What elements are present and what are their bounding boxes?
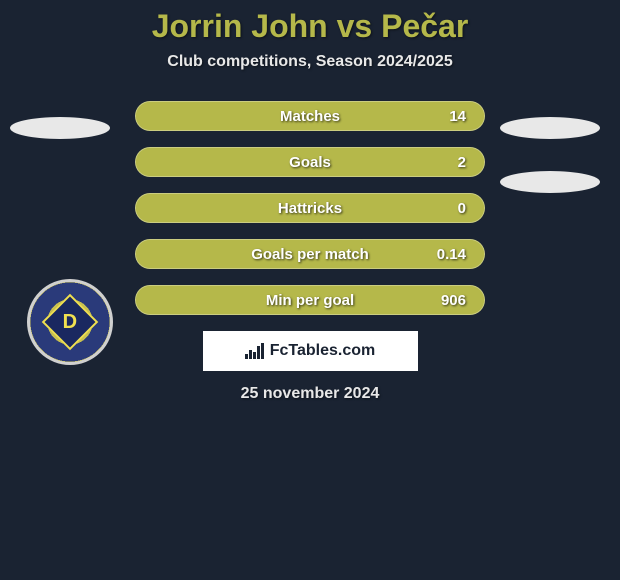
stat-label: Goals: [194, 154, 426, 171]
stat-row: Matches14: [0, 101, 620, 131]
stat-bar: Matches14: [135, 101, 485, 131]
stat-label: Matches: [194, 108, 426, 125]
stat-bar: Goals per match0.14: [135, 239, 485, 269]
stats-container: D Matches14Goals2Hattricks0Goals per mat…: [0, 101, 620, 315]
stat-value-right: 906: [426, 292, 466, 309]
page-subtitle: Club competitions, Season 2024/2025: [0, 53, 620, 71]
chart-icon: [245, 343, 264, 359]
footer-brand-text: FcTables.com: [270, 342, 376, 360]
stat-bar: Goals2: [135, 147, 485, 177]
stat-row: Hattricks0: [0, 193, 620, 223]
stat-value-right: 2: [426, 154, 466, 171]
stat-value-right: 14: [426, 108, 466, 125]
stat-label: Min per goal: [194, 292, 426, 309]
stat-bar: Min per goal906: [135, 285, 485, 315]
stat-label: Goals per match: [194, 246, 426, 263]
stat-row: Goals2: [0, 147, 620, 177]
page-title: Jorrin John vs Pečar: [0, 0, 620, 45]
stat-row: Goals per match0.14: [0, 239, 620, 269]
footer-date: 25 november 2024: [0, 385, 620, 403]
footer-brand-box: FcTables.com: [203, 331, 418, 371]
stat-value-right: 0: [426, 200, 466, 217]
stat-bar: Hattricks0: [135, 193, 485, 223]
stat-row: Min per goal906: [0, 285, 620, 315]
stat-value-right: 0.14: [426, 246, 466, 263]
stat-label: Hattricks: [194, 200, 426, 217]
